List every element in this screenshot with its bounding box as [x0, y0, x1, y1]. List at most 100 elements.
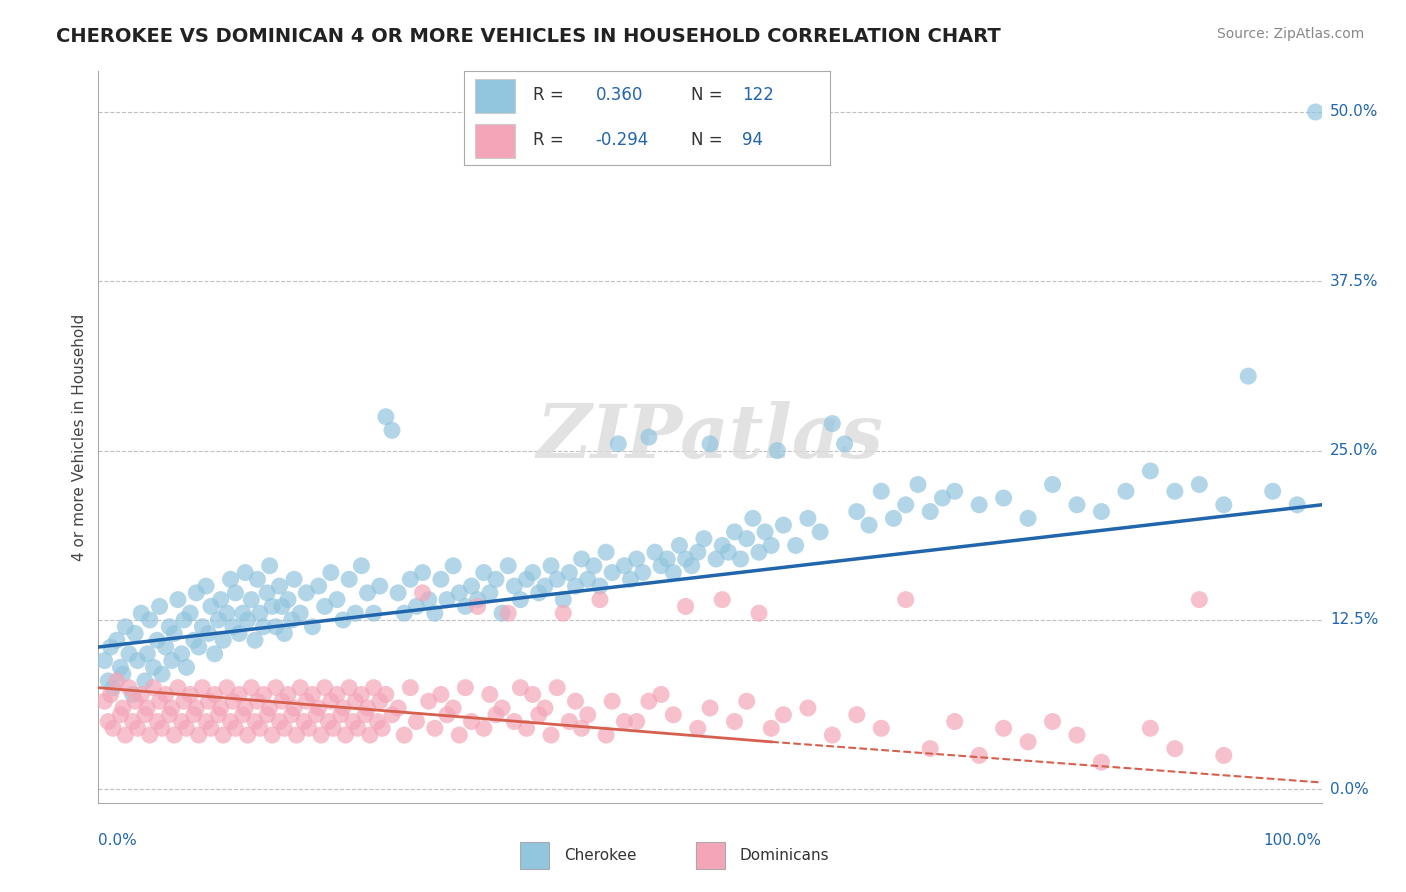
Point	[97, 714, 120, 729]
Point	[146, 714, 169, 729]
Point	[207, 613, 229, 627]
Point	[319, 694, 342, 708]
Point	[197, 694, 219, 708]
Point	[134, 673, 156, 688]
Point	[1164, 484, 1187, 499]
Point	[295, 586, 318, 600]
Point	[277, 688, 299, 702]
Point	[772, 707, 794, 722]
Point	[993, 491, 1015, 505]
FancyBboxPatch shape	[475, 78, 515, 112]
Point	[1237, 369, 1260, 384]
Point	[491, 606, 513, 620]
Point	[399, 572, 422, 586]
Point	[301, 620, 323, 634]
Point	[472, 721, 495, 735]
Point	[173, 694, 195, 708]
Point	[405, 714, 427, 729]
Point	[730, 552, 752, 566]
Point	[993, 721, 1015, 735]
Point	[173, 613, 195, 627]
Point	[292, 714, 315, 729]
Point	[534, 579, 557, 593]
Point	[834, 437, 856, 451]
Point	[571, 721, 593, 735]
Point	[114, 620, 136, 634]
Point	[1212, 748, 1234, 763]
Point	[845, 505, 868, 519]
Point	[350, 688, 373, 702]
Point	[139, 728, 162, 742]
Point	[215, 681, 238, 695]
Point	[111, 667, 134, 681]
Point	[290, 606, 312, 620]
Text: 0.0%: 0.0%	[98, 833, 138, 848]
Point	[187, 640, 209, 654]
Point	[558, 714, 581, 729]
Point	[943, 714, 966, 729]
Point	[273, 626, 295, 640]
Point	[110, 707, 132, 722]
Point	[785, 538, 807, 552]
Point	[527, 707, 550, 722]
Point	[150, 667, 173, 681]
Point	[142, 660, 165, 674]
Point	[335, 728, 357, 742]
Point	[546, 572, 568, 586]
Point	[308, 701, 330, 715]
Text: 122: 122	[742, 86, 773, 103]
Text: -0.294: -0.294	[596, 131, 648, 149]
Point	[381, 423, 404, 437]
Point	[232, 606, 254, 620]
Point	[1188, 592, 1211, 607]
Point	[637, 430, 661, 444]
Point	[626, 714, 648, 729]
Point	[127, 654, 149, 668]
Point	[273, 721, 295, 735]
Point	[179, 606, 201, 620]
Point	[436, 707, 458, 722]
Point	[118, 647, 141, 661]
Text: 100.0%: 100.0%	[1264, 833, 1322, 848]
Point	[305, 707, 328, 722]
Point	[412, 566, 434, 580]
Point	[516, 572, 538, 586]
Point	[564, 579, 586, 593]
Point	[322, 721, 344, 735]
Point	[262, 728, 284, 742]
Point	[870, 484, 893, 499]
Point	[436, 592, 458, 607]
Point	[301, 688, 323, 702]
Point	[472, 566, 495, 580]
Point	[124, 626, 146, 640]
Point	[233, 701, 256, 715]
Point	[101, 721, 124, 735]
Point	[631, 566, 654, 580]
Point	[105, 633, 128, 648]
Point	[200, 599, 222, 614]
Point	[681, 558, 703, 573]
Point	[582, 558, 605, 573]
Point	[207, 707, 229, 722]
Point	[326, 688, 349, 702]
Point	[129, 688, 152, 702]
Point	[277, 592, 299, 607]
Point	[693, 532, 716, 546]
Point	[204, 688, 226, 702]
Point	[290, 681, 312, 695]
Point	[540, 558, 562, 573]
Point	[346, 721, 368, 735]
Point	[356, 701, 378, 715]
Point	[595, 728, 617, 742]
Text: 0.360: 0.360	[596, 86, 643, 103]
Point	[381, 707, 404, 722]
Point	[496, 558, 519, 573]
Point	[167, 681, 190, 695]
Point	[163, 626, 186, 640]
Point	[354, 707, 377, 722]
Point	[256, 586, 278, 600]
Point	[516, 721, 538, 735]
Point	[412, 586, 434, 600]
Point	[595, 545, 617, 559]
Point	[772, 518, 794, 533]
